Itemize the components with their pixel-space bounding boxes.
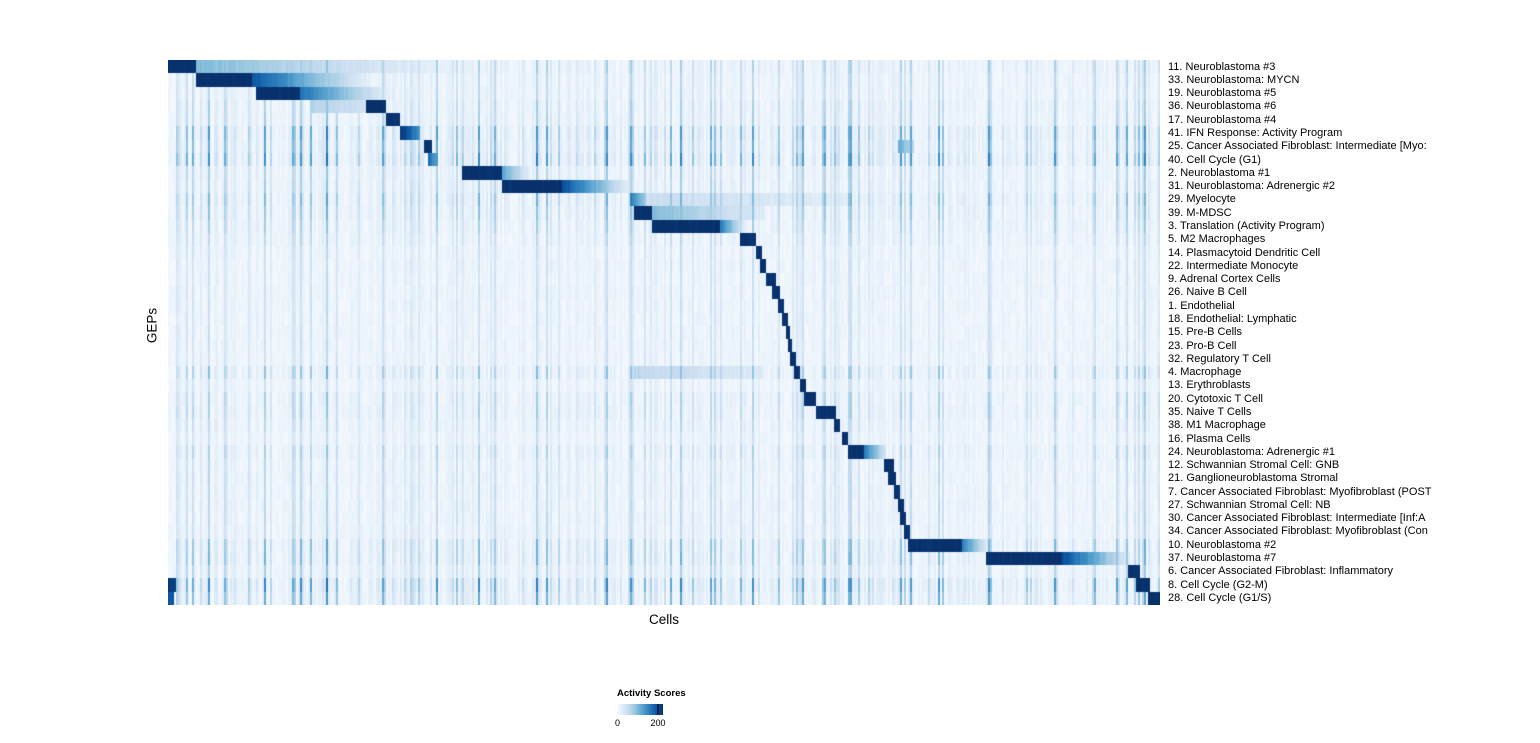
legend-ticks: 0 200 [615, 718, 687, 730]
row-label: 4. Macrophage [1168, 366, 1242, 379]
row-label: 33. Neuroblastoma: MYCN [1168, 73, 1300, 86]
legend-colorbar [617, 704, 663, 715]
row-label: 32. Regulatory T Cell [1168, 352, 1271, 365]
row-label: 8. Cell Cycle (G2-M) [1168, 578, 1268, 591]
row-label: 19. Neuroblastoma #5 [1168, 87, 1277, 100]
row-label: 9. Adrenal Cortex Cells [1168, 273, 1281, 286]
row-label: 18. Endothelial: Lymphatic [1168, 312, 1297, 325]
y-axis-label: GEPs [144, 307, 160, 344]
legend-tick-max: 200 [650, 718, 666, 728]
row-label: 25. Cancer Associated Fibroblast: Interm… [1168, 140, 1427, 153]
x-axis-label: Cells [648, 612, 679, 627]
row-label: 14. Plasmacytoid Dendritic Cell [1168, 246, 1321, 259]
row-label: 23. Pro-B Cell [1168, 339, 1237, 352]
row-label: 34. Cancer Associated Fibroblast: Myofib… [1168, 525, 1428, 538]
row-label: 40. Cell Cycle (G1) [1168, 153, 1261, 166]
row-label: 21. Ganglioneuroblastoma Stromal [1168, 472, 1338, 485]
row-label: 29. Myelocyte [1168, 193, 1236, 206]
row-label: 39. M-MDSC [1168, 206, 1232, 219]
row-label: 41. IFN Response: Activity Program [1168, 127, 1343, 140]
row-label: 31. Neuroblastoma: Adrenergic #2 [1168, 180, 1335, 193]
row-label: 16. Plasma Cells [1168, 432, 1251, 445]
row-label: 11. Neuroblastoma #3 [1168, 60, 1276, 73]
row-label: 36. Neuroblastoma #6 [1168, 100, 1277, 113]
heatmap-canvas [168, 60, 1160, 605]
row-label: 37. Neuroblastoma #7 [1168, 552, 1277, 565]
legend-colorbar-wrap [617, 704, 663, 715]
legend-max-tick [657, 704, 659, 715]
row-label: 26. Naive B Cell [1168, 286, 1247, 299]
legend-tick-min: 0 [615, 718, 621, 728]
row-label: 30. Cancer Associated Fibroblast: Interm… [1168, 512, 1426, 525]
row-label: 17. Neuroblastoma #4 [1168, 113, 1277, 126]
row-label: 3. Translation (Activity Program) [1168, 220, 1325, 233]
row-label: 38. M1 Macrophage [1168, 419, 1266, 432]
row-label: 6. Cancer Associated Fibroblast: Inflamm… [1168, 565, 1393, 578]
row-label: 10. Neuroblastoma #2 [1168, 538, 1277, 551]
row-label: 27. Schwannian Stromal Cell: NB [1168, 498, 1331, 511]
row-label: 24. Neuroblastoma: Adrenergic #1 [1168, 445, 1335, 458]
row-label: 2. Neuroblastoma #1 [1168, 166, 1271, 179]
row-label: 12. Schwannian Stromal Cell: GNB [1168, 459, 1340, 472]
legend-title: Activity Scores [617, 688, 686, 699]
legend: Activity Scores 0 200 [615, 688, 737, 730]
row-label: 35. Naive T Cells [1168, 405, 1252, 418]
row-label: 22. Intermediate Monocyte [1168, 259, 1299, 272]
row-label: 1. Endothelial [1168, 299, 1235, 312]
row-labels: 11. Neuroblastoma #3 33. Neuroblastoma: M… [1168, 60, 1540, 605]
row-label: 7. Cancer Associated Fibroblast: Myofibr… [1168, 485, 1432, 498]
row-label: 5. M2 Macrophages [1168, 233, 1266, 246]
row-label: 20. Cytotoxic T Cell [1168, 392, 1263, 405]
row-label: 28. Cell Cycle (G1/S) [1168, 591, 1272, 604]
row-label: 15. Pre-B Cells [1168, 326, 1242, 339]
row-label: 13. Erythroblasts [1168, 379, 1251, 392]
